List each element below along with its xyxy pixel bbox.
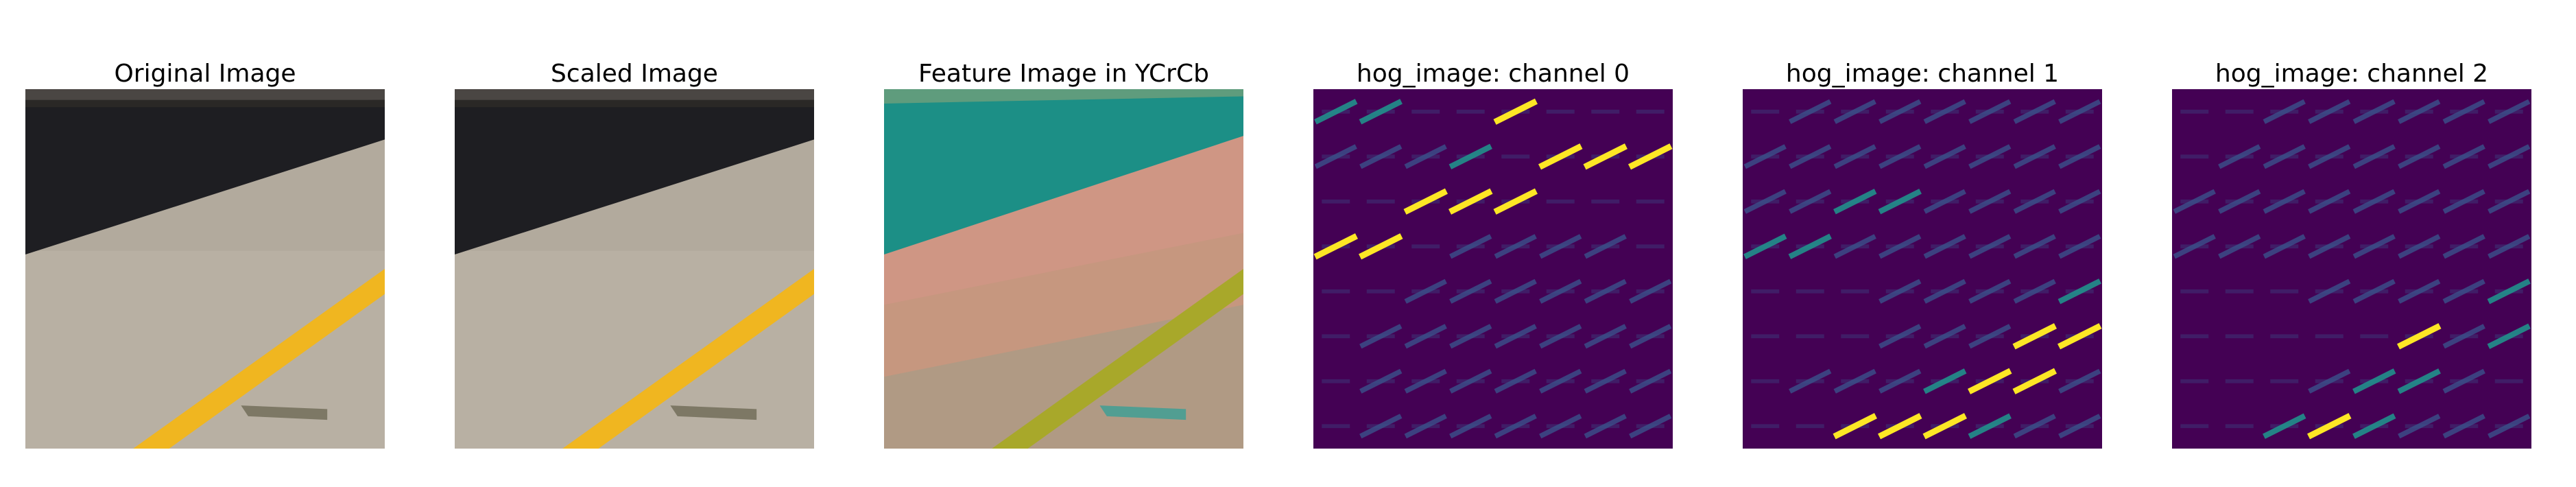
original-image bbox=[25, 89, 385, 449]
panel-title: Feature Image in YCrCb bbox=[884, 59, 1243, 89]
panel-original-image: Original Image bbox=[25, 59, 385, 449]
hog-image-channel-2 bbox=[2172, 89, 2531, 449]
panel-title: hog_image: channel 1 bbox=[1743, 59, 2102, 89]
panel-feature-image-ycrcb: Feature Image in YCrCb bbox=[884, 59, 1243, 449]
panel-hog-channel-0: hog_image: channel 0 bbox=[1313, 59, 1673, 449]
panel-title: hog_image: channel 2 bbox=[2172, 59, 2531, 89]
panel-title: hog_image: channel 0 bbox=[1313, 59, 1673, 89]
hog-image-channel-0 bbox=[1313, 89, 1673, 449]
panel-title: Original Image bbox=[25, 59, 385, 89]
panel-hog-channel-2: hog_image: channel 2 bbox=[2172, 59, 2531, 449]
panel-scaled-image: Scaled Image bbox=[455, 59, 814, 449]
panel-hog-channel-1: hog_image: channel 1 bbox=[1743, 59, 2102, 449]
scaled-image bbox=[455, 89, 814, 449]
panel-title: Scaled Image bbox=[455, 59, 814, 89]
hog-image-channel-1 bbox=[1743, 89, 2102, 449]
feature-image-ycrcb bbox=[884, 89, 1243, 449]
